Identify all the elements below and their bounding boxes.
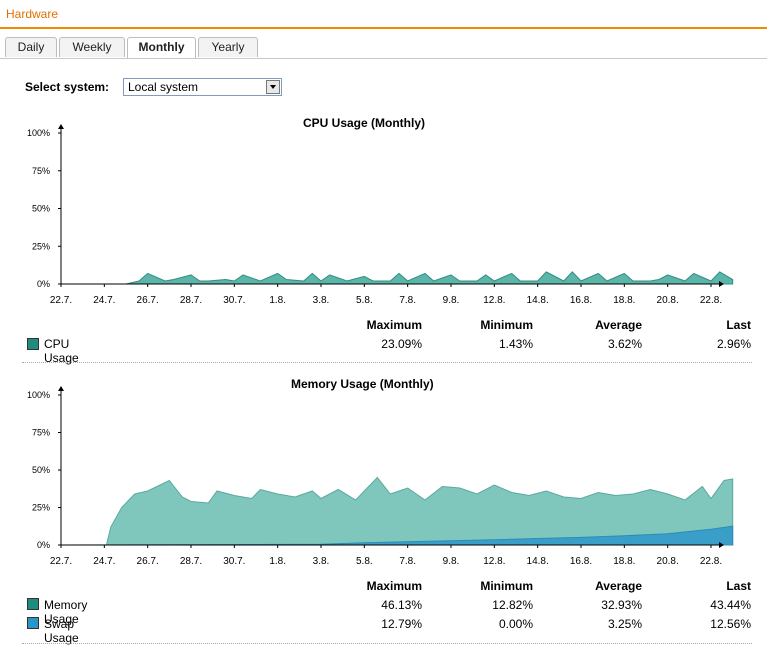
cpu-min-header: Minimum xyxy=(480,318,533,332)
x-tick-label: 24.7. xyxy=(93,556,115,567)
x-tick-label: 3.8. xyxy=(313,556,330,567)
series-area-cpu-usage xyxy=(61,271,734,285)
x-axis-arrow xyxy=(719,281,724,287)
x-tick-label: 28.7. xyxy=(180,295,202,306)
memory-chart: 0% 25% 50% 75% 100% 22.7. 24.7. 26.7. 28.7. 30.7.… xyxy=(27,386,734,567)
x-tick-label: 16.8. xyxy=(570,556,592,567)
page-title: Hardware xyxy=(6,7,59,21)
y-tick-label: 50% xyxy=(32,204,50,214)
cpu-last-value: 2.96% xyxy=(716,337,751,351)
select-system-label: Select system: xyxy=(25,80,110,94)
series-area-memory-usage xyxy=(61,476,734,546)
cpu-legend-label: CPU Usage xyxy=(44,337,79,365)
y-axis-arrow xyxy=(58,124,64,129)
y-tick-label: 50% xyxy=(32,465,50,475)
y-tick-label: 25% xyxy=(32,503,50,513)
tab-weekly[interactable]: Weekly xyxy=(59,37,125,57)
x-tick-label: 9.8. xyxy=(443,556,460,567)
swap-avg-value: 3.25% xyxy=(607,617,642,631)
cpu-avg-header: Average xyxy=(595,318,642,332)
series-area-swap-usage xyxy=(60,525,734,546)
memory-max-value: 46.13% xyxy=(381,598,422,612)
y-tick-label: 0% xyxy=(37,279,50,289)
tab-bar: Daily Weekly Monthly Yearly xyxy=(0,37,767,59)
memory-legend-label: Memory Usage xyxy=(44,598,88,626)
x-tick-label: 18.8. xyxy=(613,295,635,306)
y-tick-label: 100% xyxy=(27,390,50,400)
swap-legend-label: Swap Usage xyxy=(44,617,79,645)
swap-min-value: 0.00% xyxy=(498,617,533,631)
memory-chart-title: Memory Usage (Monthly) xyxy=(291,377,434,391)
x-tick-label: 18.8. xyxy=(613,556,635,567)
x-tick-label: 3.8. xyxy=(313,295,330,306)
memory-last-value: 43.44% xyxy=(710,598,751,612)
tab-daily[interactable]: Daily xyxy=(5,37,57,57)
x-tick-label: 14.8. xyxy=(527,295,549,306)
x-tick-label: 20.8. xyxy=(657,556,679,567)
cpu-legend-swatch xyxy=(27,338,39,350)
x-tick-label: 7.8. xyxy=(399,556,416,567)
cpu-avg-value: 3.62% xyxy=(607,337,642,351)
x-axis-arrow xyxy=(719,542,724,548)
tab-yearly[interactable]: Yearly xyxy=(198,37,258,57)
system-select-value: Local system xyxy=(128,80,199,94)
x-tick-label: 16.8. xyxy=(570,295,592,306)
y-tick-label: 75% xyxy=(32,428,50,438)
swap-last-value: 12.56% xyxy=(710,617,751,631)
memory-avg-header: Average xyxy=(595,579,642,593)
y-tick-label: 25% xyxy=(32,241,50,251)
x-tick-label: 1.8. xyxy=(269,295,286,306)
memory-min-header: Minimum xyxy=(480,579,533,593)
divider xyxy=(22,362,752,363)
cpu-chart-title: CPU Usage (Monthly) xyxy=(303,116,426,130)
x-tick-label: 26.7. xyxy=(137,295,159,306)
cpu-max-header: Maximum xyxy=(366,318,422,332)
x-tick-label: 7.8. xyxy=(399,295,416,306)
swap-legend-swatch xyxy=(27,617,39,629)
divider xyxy=(22,643,752,644)
x-tick-label: 5.8. xyxy=(356,556,373,567)
memory-min-value: 12.82% xyxy=(492,598,533,612)
memory-avg-value: 32.93% xyxy=(601,598,642,612)
app-header: Hardware xyxy=(0,0,767,29)
x-tick-label: 28.7. xyxy=(180,556,202,567)
memory-legend-swatch xyxy=(27,598,39,610)
x-tick-label: 12.8. xyxy=(483,556,505,567)
y-tick-label: 75% xyxy=(32,166,50,176)
x-tick-label: 26.7. xyxy=(137,556,159,567)
cpu-last-header: Last xyxy=(726,318,751,332)
x-tick-label: 22.7. xyxy=(50,556,72,567)
x-tick-label: 30.7. xyxy=(223,295,245,306)
cpu-min-value: 1.43% xyxy=(498,337,533,351)
x-tick-label: 5.8. xyxy=(356,295,373,306)
y-tick-label: 0% xyxy=(37,540,50,550)
memory-max-header: Maximum xyxy=(366,579,422,593)
chevron-down-icon[interactable] xyxy=(266,80,280,94)
memory-last-header: Last xyxy=(726,579,751,593)
x-tick-label: 22.7. xyxy=(50,295,72,306)
system-select[interactable]: Local system xyxy=(123,78,282,96)
x-tick-label: 9.8. xyxy=(443,295,460,306)
x-tick-label: 24.7. xyxy=(93,295,115,306)
swap-max-value: 12.79% xyxy=(381,617,422,631)
x-tick-label: 30.7. xyxy=(223,556,245,567)
x-tick-label: 22.8. xyxy=(700,556,722,567)
cpu-max-value: 23.09% xyxy=(381,337,422,351)
x-tick-label: 12.8. xyxy=(483,295,505,306)
x-tick-label: 1.8. xyxy=(269,556,286,567)
x-tick-label: 22.8. xyxy=(700,295,722,306)
x-tick-label: 20.8. xyxy=(657,295,679,306)
y-axis-arrow xyxy=(58,386,64,391)
tab-monthly[interactable]: Monthly xyxy=(127,37,196,58)
y-tick-label: 100% xyxy=(27,128,50,138)
x-tick-label: 14.8. xyxy=(527,556,549,567)
